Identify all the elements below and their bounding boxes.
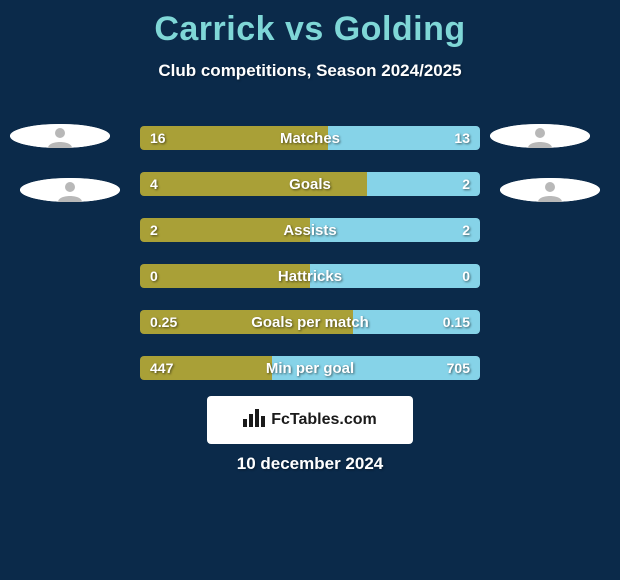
stat-row: Min per goal447705 bbox=[140, 356, 480, 380]
stat-row: Goals per match0.250.15 bbox=[140, 310, 480, 334]
date-label: 10 december 2024 bbox=[0, 454, 620, 474]
subtitle: Club competitions, Season 2024/2025 bbox=[0, 61, 620, 81]
chart-bars-icon bbox=[243, 409, 265, 432]
source-badge: FcTables.com bbox=[207, 396, 413, 444]
stat-bar-left bbox=[140, 310, 353, 334]
badge-text: FcTables.com bbox=[271, 411, 377, 429]
comparison-infographic: Carrick vs Golding Club competitions, Se… bbox=[0, 0, 620, 580]
stat-row: Hattricks00 bbox=[140, 264, 480, 288]
stat-row: Assists22 bbox=[140, 218, 480, 242]
stat-bar-right bbox=[328, 126, 480, 150]
player-photo-left bbox=[10, 124, 110, 148]
player-photo-right bbox=[500, 178, 600, 202]
stat-bar-right bbox=[353, 310, 481, 334]
stat-bar-right bbox=[310, 264, 480, 288]
stat-bar-left bbox=[140, 264, 310, 288]
stat-bar-left bbox=[140, 126, 328, 150]
stat-row: Goals42 bbox=[140, 172, 480, 196]
player-photo-right bbox=[490, 124, 590, 148]
stat-bars: Matches1613 Goals42 Assists22 Hattricks00 Go… bbox=[140, 126, 480, 402]
stat-bar-right bbox=[367, 172, 480, 196]
stat-bar-right bbox=[310, 218, 480, 242]
stat-bar-right bbox=[272, 356, 480, 380]
stat-bar-left bbox=[140, 356, 272, 380]
stat-bar-left bbox=[140, 172, 367, 196]
player-photo-left bbox=[20, 178, 120, 202]
stat-bar-left bbox=[140, 218, 310, 242]
page-title: Carrick vs Golding bbox=[0, 0, 620, 49]
stat-row: Matches1613 bbox=[140, 126, 480, 150]
